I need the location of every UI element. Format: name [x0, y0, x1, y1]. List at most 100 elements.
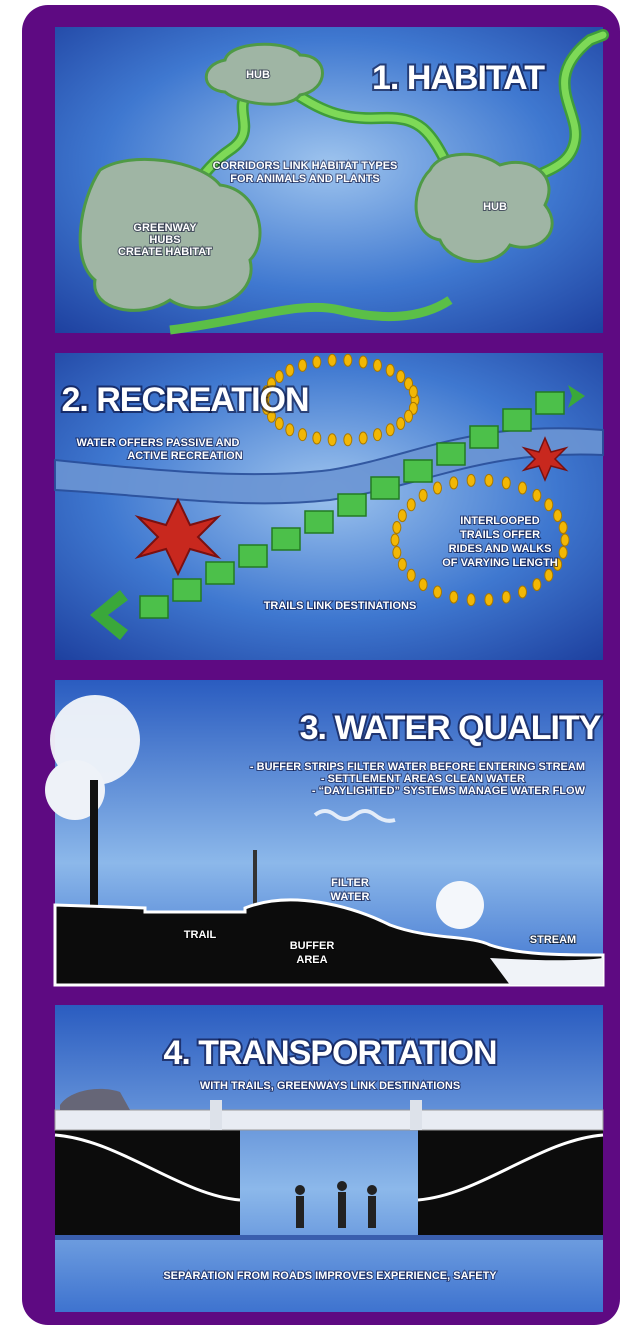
label: TRAILS LINK DESTINATIONS [264, 600, 417, 612]
label: WATER OFFERS PASSIVE AND [77, 437, 240, 449]
tree-trunk [90, 780, 98, 910]
label: CORRIDORS LINK HABITAT TYPES [213, 160, 398, 172]
label: FILTER [331, 877, 369, 889]
trail-segment [503, 409, 531, 431]
trail-segment [173, 579, 201, 601]
loop-marker [359, 432, 367, 444]
loop-marker [405, 410, 413, 422]
loop-marker [393, 546, 401, 558]
shrub [436, 881, 484, 929]
loop-marker [502, 591, 510, 603]
panel-recreation: 2. RECREATION WATER OFFERS PASSIVE AND A… [55, 353, 603, 660]
loop-marker [559, 546, 567, 558]
label: INTERLOOPED [460, 515, 540, 527]
trail-segment [272, 528, 300, 550]
loop-marker [393, 522, 401, 534]
label: - SETTLEMENT AREAS CLEAN WATER [321, 773, 525, 785]
label: TRAIL [184, 929, 217, 941]
loop-marker [554, 510, 562, 522]
label: RIDES AND WALKS [449, 543, 552, 555]
loop-marker [545, 499, 553, 511]
loop-marker [485, 474, 493, 486]
label: CREATE HABITAT [118, 246, 212, 258]
trail-segment [338, 494, 366, 516]
trail-segment [239, 545, 267, 567]
path [55, 1235, 603, 1240]
panel-water-quality: 3. WATER QUALITY - BUFFER STRIPS FILTER … [45, 680, 603, 985]
loop-marker [559, 522, 567, 534]
label: SEPARATION FROM ROADS IMPROVES EXPERIENC… [163, 1270, 497, 1282]
loop-marker [419, 489, 427, 501]
label: AREA [296, 954, 327, 966]
person [295, 1185, 305, 1195]
loop-marker [374, 429, 382, 441]
loop-marker [533, 579, 541, 591]
loop-marker [386, 364, 394, 376]
label: HUB [483, 201, 507, 213]
loop-marker [545, 569, 553, 581]
label: TRAILS OFFER [460, 529, 540, 541]
loop-marker [434, 586, 442, 598]
person [368, 1196, 376, 1228]
label: ACTIVE RECREATION [127, 450, 242, 462]
loop-marker [299, 359, 307, 371]
pillar [410, 1100, 422, 1130]
label: - BUFFER STRIPS FILTER WATER BEFORE ENTE… [250, 761, 585, 773]
label: OF VARYING LENGTH [442, 557, 558, 569]
loop-marker [313, 432, 321, 444]
person [367, 1185, 377, 1195]
loop-marker [450, 477, 458, 489]
loop-marker [434, 482, 442, 494]
label: - “DAYLIGHTED” SYSTEMS MANAGE WATER FLOW [312, 785, 586, 797]
loop-marker [344, 434, 352, 446]
panel-title: 2. RECREATION [61, 381, 308, 419]
loop-marker [407, 569, 415, 581]
loop-marker [419, 579, 427, 591]
loop-marker [328, 354, 336, 366]
panel-title: 3. WATER QUALITY [300, 709, 602, 747]
loop-marker [407, 499, 415, 511]
trail-segment [536, 392, 564, 414]
loop-marker [450, 591, 458, 603]
trail-segment [371, 477, 399, 499]
person [338, 1192, 346, 1228]
label: GREENWAY [133, 222, 197, 234]
trail-segment [437, 443, 465, 465]
loop-marker [398, 510, 406, 522]
post [253, 850, 257, 910]
loop-marker [286, 364, 294, 376]
trail-segment [206, 562, 234, 584]
panel-transportation: 4. TRANSPORTATION WITH TRAILS, GREENWAYS… [55, 1005, 603, 1312]
trail-segment [305, 511, 333, 533]
loop-marker [374, 359, 382, 371]
loop-marker [467, 594, 475, 606]
person [337, 1181, 347, 1191]
label: HUBS [149, 234, 180, 246]
label: WITH TRAILS, GREENWAYS LINK DESTINATIONS [200, 1080, 460, 1092]
loop-marker [344, 354, 352, 366]
trail-segment [404, 460, 432, 482]
loop-marker [391, 534, 399, 546]
loop-marker [359, 356, 367, 368]
panel-habitat: 1. HABITAT HUB HUB CORRIDORS LINK HABITA… [55, 27, 603, 333]
loop-marker [313, 356, 321, 368]
loop-marker [485, 594, 493, 606]
bridge-deck [55, 1110, 603, 1130]
loop-marker [533, 489, 541, 501]
infographic: 1. HABITAT HUB HUB CORRIDORS LINK HABITA… [0, 0, 641, 1332]
loop-marker [502, 477, 510, 489]
trail-segment [470, 426, 498, 448]
loop-marker [328, 434, 336, 446]
loop-marker [519, 586, 527, 598]
label: FOR ANIMALS AND PLANTS [230, 173, 380, 185]
trail-segment [140, 596, 168, 618]
loop-marker [397, 370, 405, 382]
label: HUB [246, 69, 270, 81]
loop-marker [275, 418, 283, 430]
panel-title: 1. HABITAT [372, 59, 545, 97]
loop-marker [398, 558, 406, 570]
loop-marker [519, 482, 527, 494]
loop-marker [286, 424, 294, 436]
loop-marker [386, 424, 394, 436]
pillar [210, 1100, 222, 1130]
